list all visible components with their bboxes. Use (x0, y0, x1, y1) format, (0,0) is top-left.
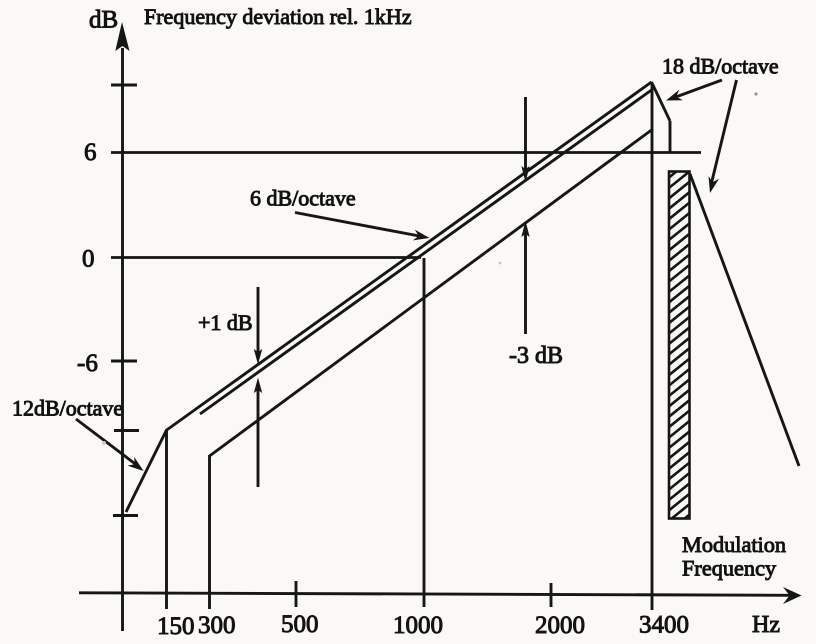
svg-text:150: 150 (157, 613, 195, 640)
svg-text:500: 500 (281, 611, 319, 638)
svg-text:300: 300 (198, 612, 236, 639)
svg-text:Frequency: Frequency (682, 556, 777, 581)
svg-text:6: 6 (84, 139, 97, 166)
svg-text:6 dB/octave: 6 dB/octave (250, 186, 356, 211)
svg-text:1000: 1000 (393, 612, 443, 639)
svg-text:Modulation: Modulation (682, 532, 786, 557)
svg-text:2000: 2000 (535, 612, 585, 639)
svg-text:-6: -6 (77, 350, 98, 377)
svg-text:Frequency deviation rel. 1kHz: Frequency deviation rel. 1kHz (144, 4, 412, 29)
svg-text:Hz: Hz (752, 612, 780, 638)
svg-text:0: 0 (82, 246, 95, 273)
svg-text:+1 dB: +1 dB (198, 310, 253, 335)
svg-text:18 dB/octave: 18 dB/octave (662, 54, 779, 79)
svg-text:-3 dB: -3 dB (509, 343, 563, 369)
svg-text:dB: dB (89, 7, 118, 34)
svg-text:3400: 3400 (639, 612, 689, 639)
svg-text:12dB/octave: 12dB/octave (12, 396, 123, 421)
